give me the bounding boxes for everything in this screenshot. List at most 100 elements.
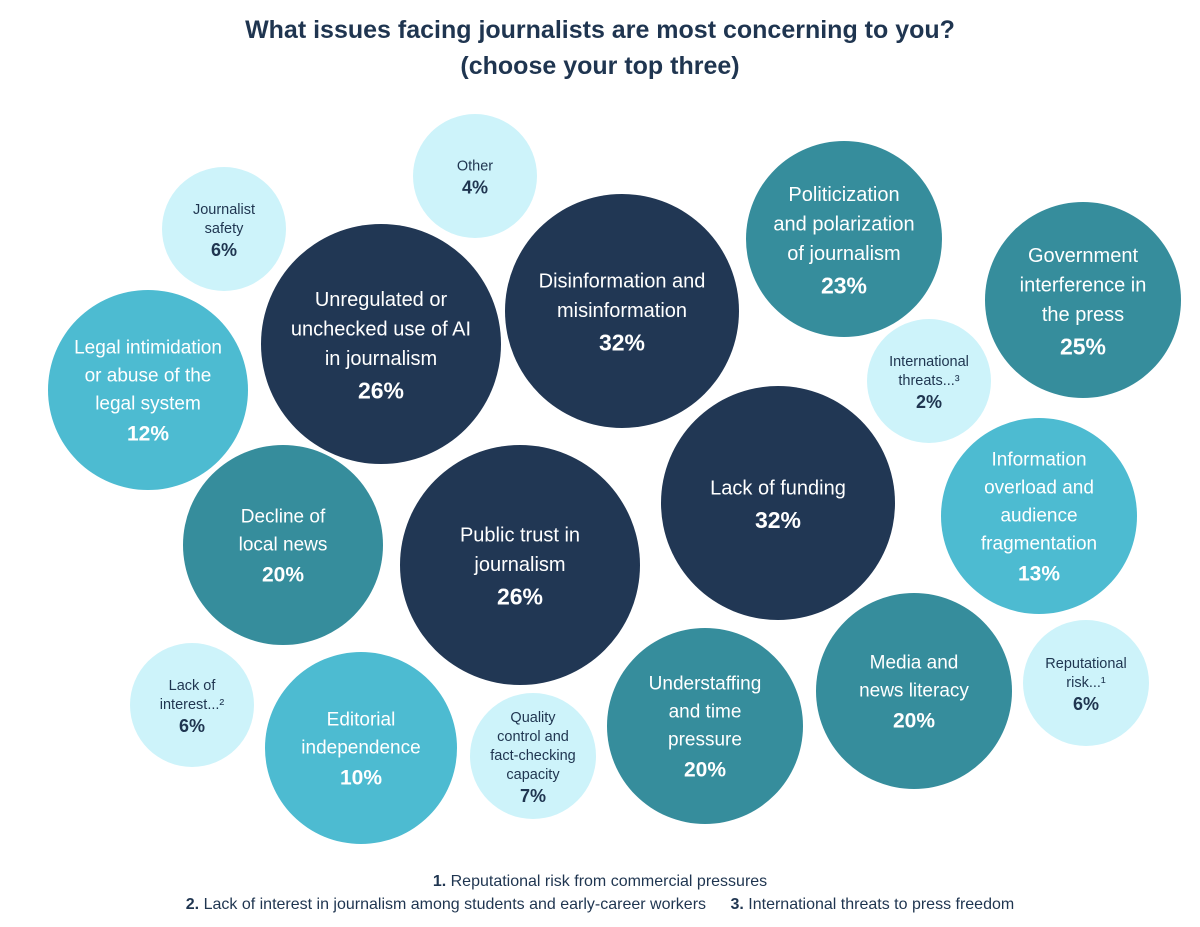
footnote-3-text: International threats to press freedom — [748, 896, 1015, 913]
bubble-label-line: Reputational — [1045, 656, 1126, 672]
bubble-label-line: Lack of — [169, 678, 217, 694]
bubble-value: 2% — [916, 392, 942, 412]
bubble-circle — [941, 418, 1137, 614]
bubble-value: 4% — [462, 178, 488, 198]
bubble-14: Reputational risk...¹ 6% — [1023, 620, 1149, 746]
bubble-value: 13% — [1018, 563, 1060, 586]
bubble-label-line: overload and — [984, 478, 1094, 499]
bubble-value: 10% — [340, 767, 382, 790]
bubble-label-line: Editorial — [327, 710, 396, 731]
bubble-label-line: in journalism — [325, 348, 437, 370]
bubble-value: 23% — [821, 272, 867, 298]
bubble-16: Editorial independence 10% — [265, 652, 457, 844]
bubble-label-line: or abuse of the — [85, 366, 212, 387]
bubble-circle — [867, 319, 991, 443]
bubble-value: 20% — [893, 710, 935, 733]
chart-title-line-1: What issues facing journalists are most … — [245, 16, 955, 44]
bubble-label-line: Journalist — [193, 202, 255, 218]
bubble-circle — [746, 141, 942, 337]
bubble-label-line: fragmentation — [981, 534, 1097, 555]
bubble-label-line: safety — [205, 221, 244, 237]
bubble-circle — [183, 445, 383, 645]
bubble-1: Other 4% — [413, 114, 537, 238]
bubble-10: Information overload and audience fragmenta… — [941, 418, 1137, 614]
bubble-13: Media and news literacy 20% — [816, 593, 1012, 789]
bubble-circle — [400, 445, 640, 685]
bubble-circle — [985, 202, 1181, 398]
footnote-2: 2. Lack of interest in journalism among … — [186, 896, 706, 913]
bubble-label-line: Quality — [510, 710, 556, 726]
bubble-label-line: risk...¹ — [1066, 675, 1106, 691]
bubble-label-line: local news — [239, 535, 328, 556]
bubble-label-line: the press — [1042, 304, 1124, 326]
bubble-circle — [265, 652, 457, 844]
bubble-label-line: misinformation — [557, 300, 687, 322]
bubble-label-line: fact-checking — [490, 748, 575, 764]
bubble-circle — [816, 593, 1012, 789]
bubble-circle — [1023, 620, 1149, 746]
footnote-2-number: 2. — [185, 896, 200, 913]
bubble-circle — [48, 290, 248, 490]
bubble-label-line: and time — [669, 702, 742, 723]
bubble-circle — [162, 167, 286, 291]
chart-title: What issues facing journalists are most … — [0, 12, 1200, 84]
bubble-circle — [470, 693, 596, 819]
bubble-15: Lack of interest...² 6% — [130, 643, 254, 767]
bubble-value: 6% — [211, 240, 237, 260]
bubble-label-line: control and — [497, 729, 569, 745]
bubble-label-line: International — [889, 354, 969, 370]
bubble-5: Government interference in the press 25% — [985, 202, 1181, 398]
bubble-3: Disinformation and misinformation 32% — [505, 194, 739, 428]
bubble-9: Lack of funding 32% — [661, 386, 895, 620]
bubble-label-line: Media and — [870, 653, 959, 674]
bubble-circle — [261, 224, 501, 464]
bubble-label-line: Decline of — [241, 507, 326, 528]
bubble-value: 25% — [1060, 333, 1106, 359]
bubble-label-line: pressure — [668, 730, 742, 751]
footnote-3: 3. International threats to press freedo… — [730, 896, 1014, 913]
bubble-label-line: Understaffing — [649, 674, 762, 695]
bubble-label-line: legal system — [95, 394, 201, 415]
bubble-label-line: capacity — [506, 767, 560, 783]
footnote-1: 1. Reputational risk from commercial pre… — [433, 873, 767, 890]
footnote-3-number: 3. — [730, 896, 744, 913]
bubble-8: International threats...³ 2% — [867, 319, 991, 443]
bubble-12: Public trust in journalism 26% — [400, 445, 640, 685]
bubble-label-line: Information — [991, 450, 1086, 471]
bubble-value: 12% — [127, 423, 169, 446]
footnote-1-number: 1. — [432, 873, 447, 890]
bubble-label-line: Government — [1028, 245, 1138, 267]
footnotes: 1. Reputational risk from commercial pre… — [0, 870, 1200, 916]
footnote-2-text: Lack of interest in journalism among stu… — [203, 896, 707, 913]
bubble-label-line: news literacy — [859, 681, 969, 702]
bubble-circle — [130, 643, 254, 767]
bubble-chart: Other 4% Journalist safety 6% Disinformation … — [48, 114, 1181, 844]
bubble-label-line: Legal intimidation — [74, 338, 222, 359]
chart-title-line-2: (choose your top three) — [460, 52, 740, 80]
bubble-label-line: journalism — [473, 554, 565, 576]
bubble-label-line: Lack of funding — [710, 477, 846, 499]
bubble-value: 32% — [599, 330, 645, 356]
bubble-value: 20% — [684, 759, 726, 782]
bubble-label-line: interest...² — [160, 697, 225, 713]
bubble-label-line: independence — [301, 738, 420, 759]
footnote-1-text: Reputational risk from commercial pressu… — [450, 873, 768, 890]
bubble-label-line: audience — [1000, 506, 1077, 527]
bubble-value: 6% — [1073, 694, 1099, 714]
bubble-value: 32% — [755, 507, 801, 533]
bubble-value: 20% — [262, 564, 304, 587]
bubble-value: 6% — [179, 716, 205, 736]
bubble-label-line: Public trust in — [460, 525, 580, 547]
bubble-value: 26% — [358, 377, 404, 403]
bubble-label-line: Disinformation and — [539, 271, 706, 293]
bubble-circle — [505, 194, 739, 428]
bubble-label-line: Unregulated or — [315, 289, 448, 311]
bubble-label-line: Politicization — [788, 184, 899, 206]
bubble-label-line: unchecked use of AI — [291, 318, 471, 340]
bubble-2: Journalist safety 6% — [162, 167, 286, 291]
bubble-label-line: and polarization — [773, 213, 914, 235]
bubble-6: Unregulated or unchecked use of AI in jour… — [261, 224, 501, 464]
bubble-label-line: threats...³ — [898, 373, 959, 389]
bubble-label-line: of journalism — [787, 243, 900, 265]
bubble-circle — [413, 114, 537, 238]
